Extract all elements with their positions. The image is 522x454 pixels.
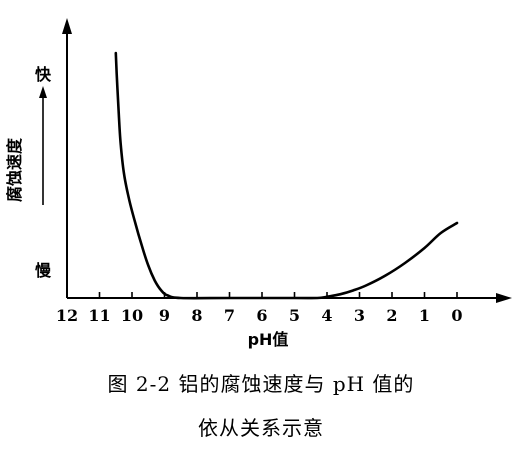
x-tick-label-1: 1 xyxy=(419,306,430,325)
x-tick-label-9: 9 xyxy=(159,306,170,325)
x-tick-label-8: 8 xyxy=(191,306,202,325)
x-tick-labels: 12 11 10 9 8 7 6 5 4 3 2 1 0 xyxy=(56,306,463,325)
x-tick-label-11: 11 xyxy=(88,306,110,325)
series-line xyxy=(114,51,459,300)
x-tick-label-6: 6 xyxy=(256,306,267,325)
y-bottom-label: 慢 xyxy=(35,261,52,280)
x-tick-label-12: 12 xyxy=(56,306,78,325)
figure-caption-line1: 图 2-2 铝的腐蚀速度与 pH 值的 xyxy=(107,372,415,396)
chart: 快 腐蚀速度 慢 12 11 10 9 8 7 6 5 4 3 2 1 0 pH值 xyxy=(5,18,512,349)
x-axis-arrowhead xyxy=(496,293,512,303)
speed-up-arrowhead xyxy=(39,86,47,98)
y-top-label: 快 xyxy=(35,65,52,84)
x-tick-label-3: 3 xyxy=(354,306,365,325)
x-tick-label-2: 2 xyxy=(386,306,397,325)
x-tick-label-10: 10 xyxy=(121,306,143,325)
x-tick-label-0: 0 xyxy=(451,306,462,325)
x-axis-label: pH值 xyxy=(248,330,289,349)
figure-caption-line2: 依从关系示意 xyxy=(198,416,324,440)
x-tick-label-5: 5 xyxy=(289,306,300,325)
y-axis-arrowhead xyxy=(62,18,72,34)
x-tick-label-4: 4 xyxy=(321,306,332,325)
y-axis-label: 腐蚀速度 xyxy=(5,137,24,202)
x-tick-label-7: 7 xyxy=(224,306,235,325)
